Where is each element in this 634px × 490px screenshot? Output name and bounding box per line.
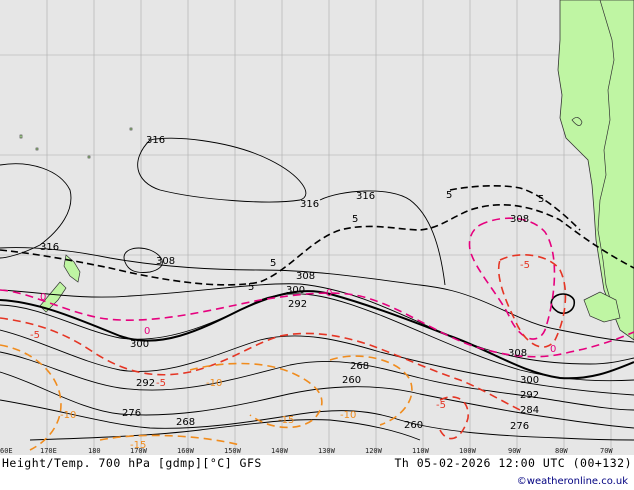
temperature-labels: 5 5 5 5 5 0 0 0 0 -5 -5 -5 -5 -10 -10 -1… [30,190,556,451]
temp-label: 5 [270,258,276,269]
tierra-del-fuego [583,291,621,323]
south-america-land [557,0,634,341]
contour-label: 276 [122,408,141,419]
temp-label: -5 [520,260,530,271]
contour-label: 260 [404,420,423,431]
pacific-islands [19,127,133,159]
new-zealand-north [63,254,81,283]
lon-tick: 170W [130,447,148,455]
contour-label: 316 [300,199,319,210]
lon-tick: 60E [0,447,13,455]
temp-label: 5 [446,190,452,201]
contour-label: 308 [156,256,175,267]
temp-label: -15 [130,440,146,451]
isotherm-minus5 [0,254,567,440]
weather-map: 316 316 316 316 308 308 308 308 300 300 … [0,0,634,455]
country-border [597,0,615,306]
contour-label: 276 [510,421,529,432]
lon-tick: 70W [600,447,613,455]
temp-label: -5 [30,330,40,341]
credit-link[interactable]: ©weatheronline.co.uk [516,476,628,487]
contour-label: 292 [136,378,155,389]
lon-tick: 80W [555,447,568,455]
isotherm-zero [0,217,634,358]
contour-label: 308 [296,271,315,282]
temp-label: 5 [352,214,358,225]
contour-label: 316 [146,135,165,146]
temp-label: -10 [340,410,356,421]
contour-label: 268 [176,417,195,428]
contour-label: 300 [130,339,149,350]
lon-tick: 150W [224,447,242,455]
height-labels: 316 316 316 316 308 308 308 308 300 300 … [40,135,539,432]
temp-label: -10 [60,410,76,421]
temp-label: 0 [144,326,150,337]
contour-label: 308 [510,214,529,225]
longitude-ticks: 60E 170E 180 170W 160W 150W 140W 130W 12… [0,447,613,455]
contour-label: 292 [288,299,307,310]
temp-label: 0 [550,344,556,355]
map-title: Height/Temp. 700 hPa [gdmp][°C] GFS [2,456,262,470]
isotherm-positive [0,185,634,286]
forecast-time: Th 05-02-2026 12:00 UTC (00+132) [394,456,632,470]
contour-label: 284 [520,405,539,416]
lon-tick: 170E [40,447,57,455]
height-contours [0,137,634,441]
lon-tick: 100W [459,447,477,455]
lon-tick: 110W [412,447,430,455]
lon-tick: 140W [271,447,289,455]
map-footer: Height/Temp. 700 hPa [gdmp][°C] GFS Th 0… [0,455,634,490]
lon-tick: 160W [177,447,195,455]
contour-label: 292 [520,390,539,401]
map-grid [0,0,634,455]
lake [571,117,583,126]
lon-tick: 130W [318,447,336,455]
contour-label: 316 [356,191,375,202]
temp-label: -15 [278,415,294,426]
temp-label: 0 [40,292,46,303]
temp-label: 5 [538,194,544,205]
temp-label: 5 [248,282,254,293]
temp-label: 0 [326,288,332,299]
temp-label: -5 [436,400,446,411]
contour-label: 308 [508,348,527,359]
temp-label: -10 [206,378,222,389]
contour-label: 268 [350,361,369,372]
lon-tick: 120W [365,447,383,455]
lon-tick: 180 [88,447,101,455]
temp-label: -5 [156,378,166,389]
height-contour-300-bold [0,290,634,380]
contour-label: 260 [342,375,361,386]
contour-label: 300 [520,375,539,386]
contour-label: 316 [40,242,59,253]
isotherm-minus10 [0,344,413,451]
contour-label: 300 [286,285,305,296]
lon-tick: 90W [508,447,521,455]
